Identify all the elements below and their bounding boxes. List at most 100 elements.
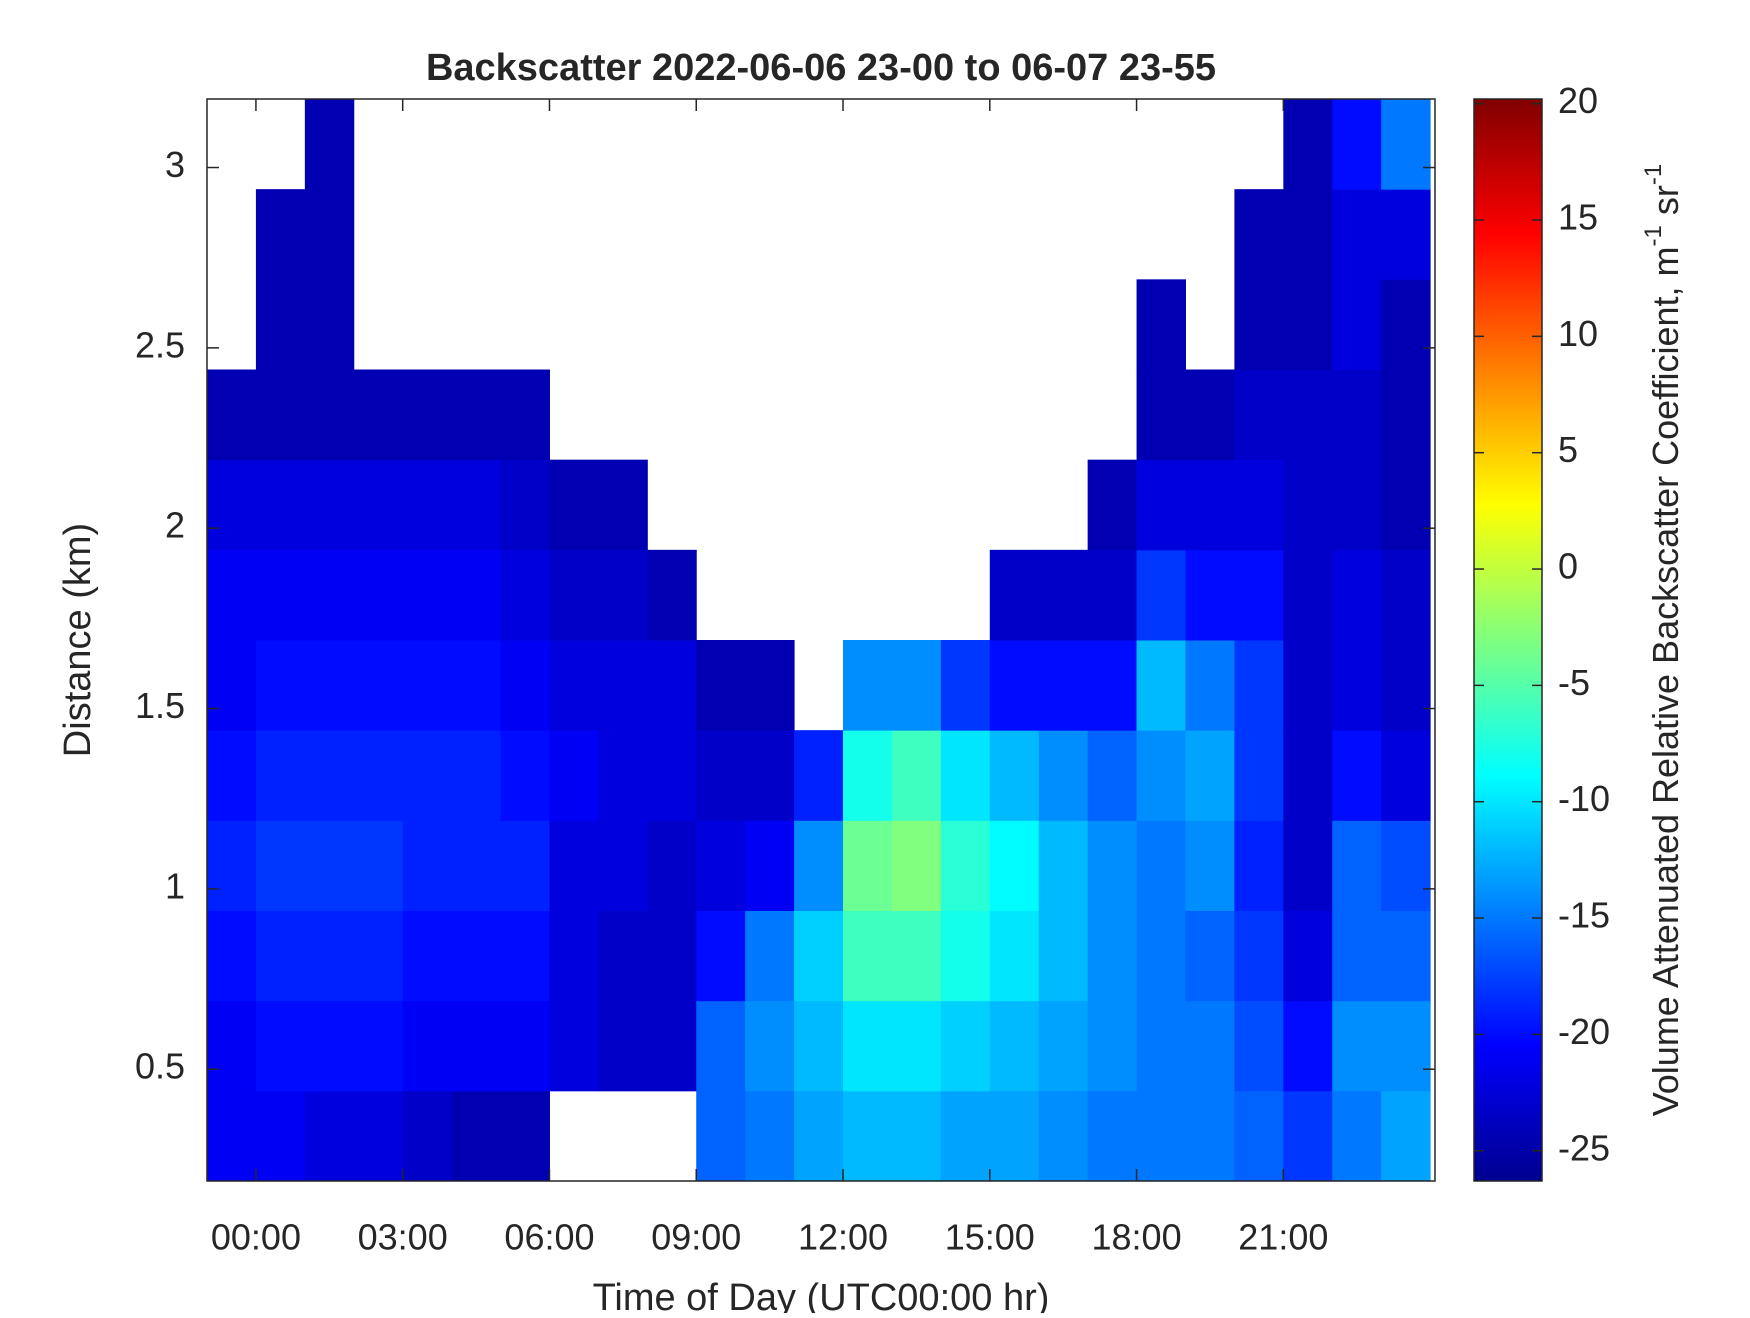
heat-cell <box>1234 910 1284 1002</box>
heat-cell <box>598 910 648 1002</box>
heat-cell <box>843 640 893 731</box>
heat-cell <box>696 1000 746 1092</box>
heat-cell <box>402 1000 453 1092</box>
heat-cell <box>598 1000 648 1092</box>
x-tick-label: 09:00 <box>651 1217 741 1258</box>
heat-cell <box>304 99 355 190</box>
heat-cell <box>402 820 453 911</box>
heat-cell <box>1381 1000 1431 1092</box>
heat-cell <box>1332 459 1382 551</box>
heat-cell <box>1136 730 1186 821</box>
heat-cell <box>207 820 257 911</box>
heat-cell <box>304 820 355 911</box>
heat-cell <box>1087 459 1138 551</box>
heat-cell <box>1381 820 1431 911</box>
heat-cell <box>1185 549 1235 641</box>
heat-cell <box>451 1000 502 1092</box>
heat-cell <box>207 549 257 641</box>
heat-cell <box>500 910 550 1002</box>
heat-cell <box>500 549 550 641</box>
colorbar-label-exp: -1 <box>1640 164 1667 185</box>
heat-cell <box>1283 279 1333 370</box>
heat-cell <box>940 910 991 1002</box>
heat-cell <box>402 459 453 551</box>
heat-cell <box>696 820 746 911</box>
heat-cell <box>1185 640 1235 731</box>
heat-cell <box>1185 820 1235 911</box>
heat-cell <box>451 910 502 1002</box>
colorbar-tick-label: 15 <box>1558 197 1598 238</box>
heat-cell <box>843 1000 893 1092</box>
heat-cell <box>745 820 795 911</box>
heat-cell <box>1038 1090 1089 1182</box>
heat-cell <box>304 910 355 1002</box>
x-tick-label: 15:00 <box>945 1217 1035 1258</box>
heat-cell <box>207 730 257 821</box>
colorbar-tick-label: 10 <box>1558 313 1598 354</box>
heat-cell <box>255 1000 306 1092</box>
colorbar-tick-label: -15 <box>1558 895 1610 936</box>
heat-cell <box>549 820 599 911</box>
heat-cell <box>1332 99 1382 190</box>
heat-cell <box>940 1090 991 1182</box>
heat-cell <box>402 910 453 1002</box>
colorbar-tick-label: 20 <box>1558 80 1598 121</box>
heat-cell <box>598 549 648 641</box>
heat-cell <box>304 549 355 641</box>
heat-cell <box>1136 1000 1186 1092</box>
heat-cell <box>1087 1000 1138 1092</box>
heat-cell <box>353 640 404 731</box>
x-tick-label: 03:00 <box>358 1217 448 1258</box>
heat-cell <box>1332 369 1382 461</box>
y-tick-label: 2.5 <box>135 324 185 365</box>
heat-cell <box>304 1000 355 1092</box>
heat-cell <box>207 910 257 1002</box>
heat-cell <box>1381 459 1431 551</box>
heat-cell <box>255 820 306 911</box>
plot-frame <box>206 98 1436 1182</box>
heat-cell <box>451 459 502 551</box>
heat-cell <box>304 640 355 731</box>
heat-cell <box>304 369 355 461</box>
heat-cell <box>940 1000 991 1092</box>
heat-cell <box>549 1000 599 1092</box>
colorbar-tick-label: 5 <box>1558 429 1578 470</box>
heat-cell <box>1381 189 1431 280</box>
heat-cell <box>1234 189 1284 280</box>
heat-cell <box>1185 369 1235 461</box>
heat-cell <box>549 549 599 641</box>
heat-cell <box>402 1090 453 1182</box>
heat-cell <box>1283 820 1333 911</box>
heat-cell <box>451 730 502 821</box>
heat-cell <box>549 730 599 821</box>
heat-cell <box>1283 99 1333 190</box>
heat-cell <box>1185 1090 1235 1182</box>
heat-cell <box>255 279 306 370</box>
x-tick-label: 00:00 <box>211 1217 301 1258</box>
heat-cell <box>304 730 355 821</box>
heat-cell <box>1136 910 1186 1002</box>
heat-cell <box>255 459 306 551</box>
heat-cell <box>1234 1000 1284 1092</box>
heat-cell <box>696 910 746 1002</box>
heat-cell <box>1332 910 1382 1002</box>
heat-cell <box>500 1000 550 1092</box>
heat-cell <box>1136 820 1186 911</box>
heat-cell <box>989 1090 1040 1182</box>
heat-cell <box>500 640 550 731</box>
heat-cell <box>1381 279 1431 370</box>
heat-cell <box>843 910 893 1002</box>
heat-cell <box>1185 730 1235 821</box>
heat-cell <box>1136 459 1186 551</box>
colorbar-tick-label: -5 <box>1558 662 1590 703</box>
heat-cell <box>989 1000 1040 1092</box>
heat-cell <box>255 730 306 821</box>
heat-cell <box>353 1090 404 1182</box>
heat-cell <box>794 1090 844 1182</box>
heat-cell <box>1283 189 1333 280</box>
heat-cell <box>745 640 795 731</box>
heat-cell <box>891 730 942 821</box>
heat-cell <box>402 369 453 461</box>
